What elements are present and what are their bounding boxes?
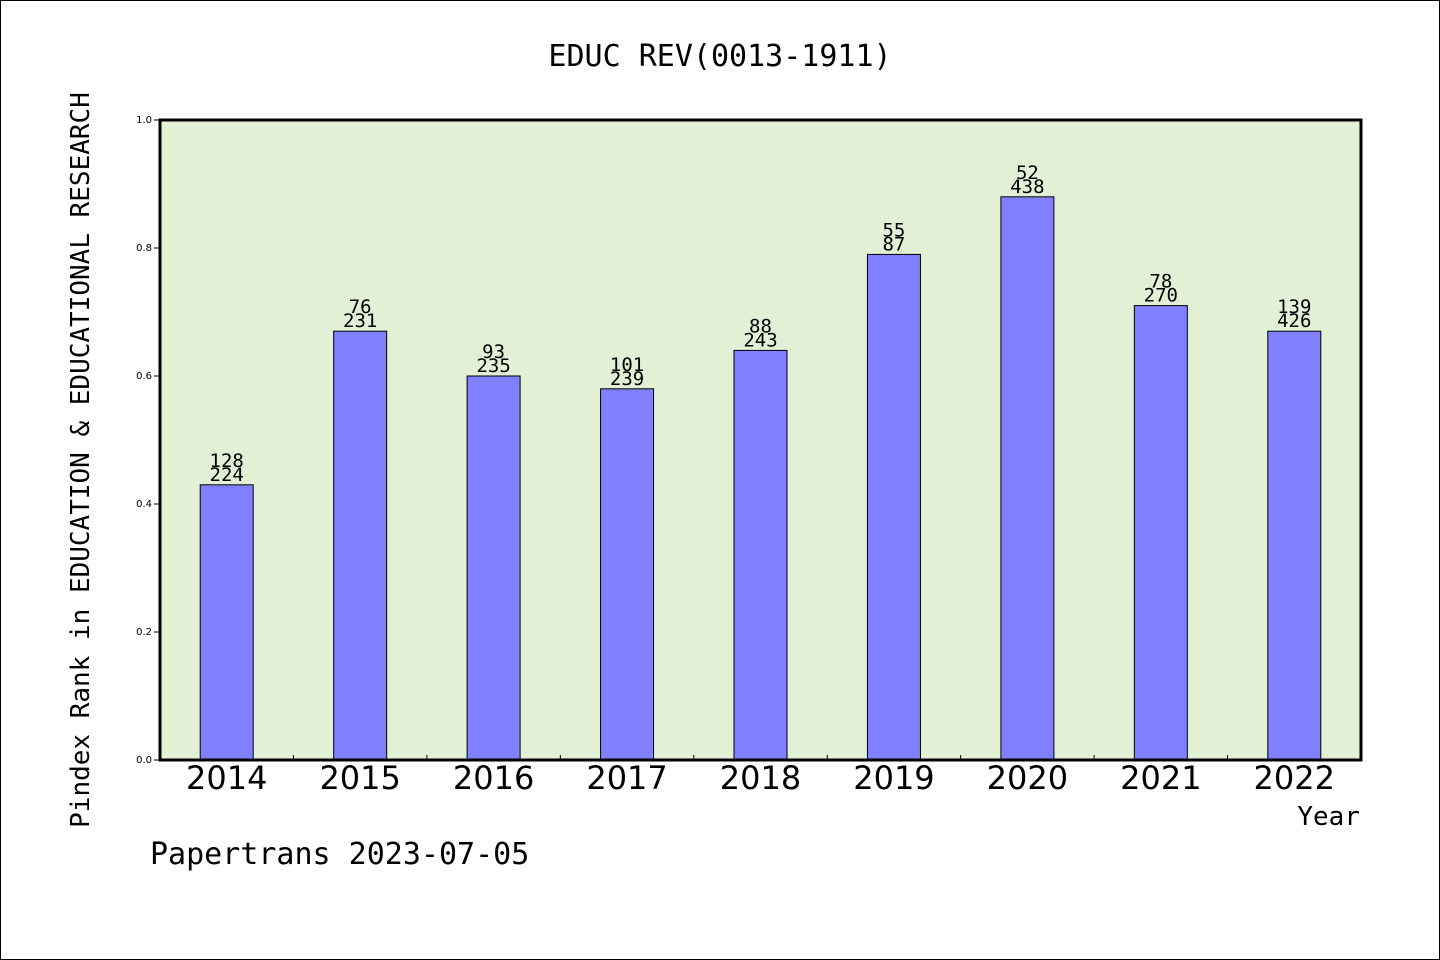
y-tick-label: 0.0 [136, 755, 152, 766]
bar-2016 [466, 375, 521, 761]
y-axis: 0.0 0.2 0.4 0.6 0.8 1.0 [136, 115, 160, 766]
rank-label: 128 [210, 450, 244, 472]
total-label: 426 [1277, 310, 1311, 332]
y-tick-label: 0.4 [136, 499, 152, 510]
y-axis-label: Pindex Rank in EDUCATION & EDUCATIONAL R… [66, 92, 96, 828]
footer-credit: Papertrans 2023-07-05 [150, 837, 529, 872]
rank-label: 88 [749, 315, 772, 337]
x-tick-label: 2022 [1254, 759, 1335, 797]
rank-label: 101 [610, 354, 644, 376]
bar-2017 [600, 388, 655, 761]
chart-title: EDUC REV(0013-1911) [548, 39, 891, 74]
total-label: 438 [1010, 176, 1044, 198]
plot-border [158, 118, 1363, 762]
y-tick-label: 0.2 [136, 627, 152, 638]
y-tick-label: 0.8 [136, 243, 152, 254]
bar-2014 [199, 484, 254, 761]
bar-2020 [1000, 196, 1055, 761]
x-tick-label: 2014 [186, 759, 267, 797]
x-tick-label: 2020 [987, 759, 1068, 797]
y-tick-label: 0.6 [136, 371, 152, 382]
bar-2021 [1133, 305, 1188, 761]
bar-2015 [333, 330, 388, 761]
x-tick-label: 2016 [453, 759, 534, 797]
x-axis-label: Year [1297, 802, 1360, 832]
total-label: 224 [210, 464, 244, 486]
bar-2018 [733, 349, 788, 761]
rank-label: 78 [1149, 271, 1172, 293]
rank-label: 76 [349, 296, 372, 318]
x-tick-label: 2015 [319, 759, 400, 797]
rank-label: 93 [482, 341, 505, 363]
total-label: 235 [476, 355, 510, 377]
total-label: 270 [1144, 285, 1178, 307]
rank-label: 139 [1277, 296, 1311, 318]
rank-label: 52 [1016, 162, 1039, 184]
x-tick-label: 2021 [1120, 759, 1201, 797]
total-label: 231 [343, 310, 377, 332]
bar-series [199, 196, 1322, 761]
y-tick-label: 1.0 [136, 115, 152, 126]
bar-2019 [866, 253, 921, 761]
total-label: 87 [882, 233, 905, 255]
x-tick-label: 2018 [720, 759, 801, 797]
x-tick-label: 2017 [586, 759, 667, 797]
rank-label: 55 [882, 219, 905, 241]
total-label: 239 [610, 368, 644, 390]
x-tick-label: 2019 [853, 759, 934, 797]
total-label: 243 [743, 329, 777, 351]
bar-2022 [1267, 330, 1322, 761]
